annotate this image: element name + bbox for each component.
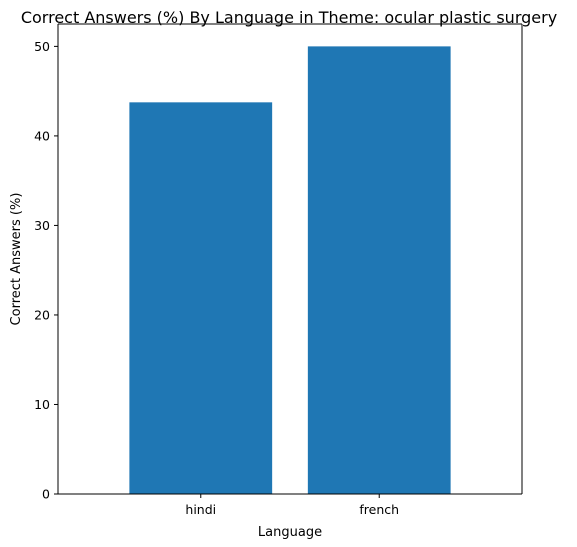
chart-title: Correct Answers (%) By Language in Theme… <box>21 8 557 27</box>
y-tick-label: 20 <box>34 307 50 322</box>
bar-hindi <box>129 102 273 494</box>
y-tick-label: 40 <box>34 128 50 143</box>
x-axis-ticks: hindi french <box>185 494 399 517</box>
x-tick-label: hindi <box>185 502 216 517</box>
y-tick-label: 50 <box>34 39 50 54</box>
y-axis-label: Correct Answers (%) <box>9 193 24 326</box>
bar-french <box>307 46 451 494</box>
x-axis-label: Language <box>258 525 322 540</box>
y-axis-ticks: 0 10 20 30 40 50 <box>34 39 58 502</box>
y-tick-label: 0 <box>42 487 50 502</box>
x-tick-label: french <box>359 502 399 517</box>
bars-group <box>129 46 451 494</box>
y-tick-label: 10 <box>34 397 50 412</box>
y-tick-label: 30 <box>34 218 50 233</box>
